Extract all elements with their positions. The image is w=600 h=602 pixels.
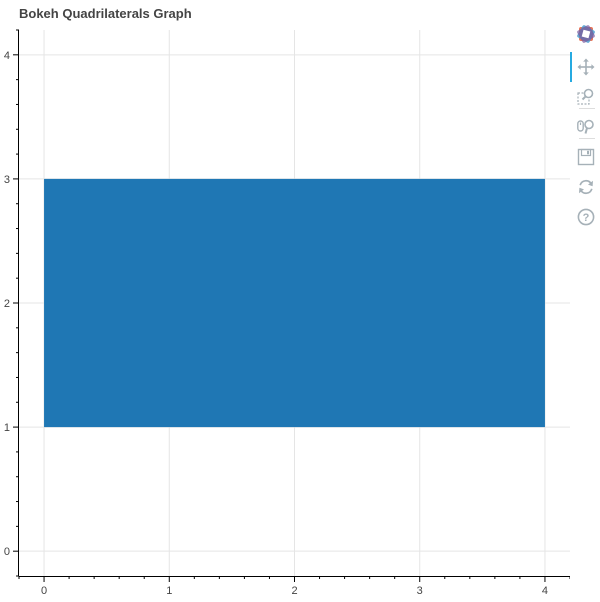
quad-glyphs	[44, 178, 545, 428]
y-tick-label: 4	[4, 50, 10, 62]
y-tick-label: 0	[4, 546, 10, 558]
active-tool-indicator	[570, 52, 572, 82]
wheel-zoom-icon	[577, 119, 594, 134]
toolbar-divider	[579, 138, 595, 139]
y-tick-label: 1	[4, 422, 10, 434]
plot-area[interactable]: 0 1 2 3 4 0 1 2 3 4	[0, 0, 570, 602]
x-tick-label: 1	[166, 585, 172, 597]
save-tool[interactable]	[576, 147, 596, 167]
quad	[44, 178, 545, 428]
bokeh-logo-icon[interactable]	[576, 24, 596, 44]
axes: 0 1 2 3 4 0 1 2 3 4	[4, 29, 570, 597]
pan-icon	[577, 58, 595, 76]
svg-text:?: ?	[583, 212, 590, 224]
chart-title: Bokeh Quadrilaterals Graph	[19, 6, 192, 21]
reset-tool[interactable]	[576, 177, 596, 197]
x-tick-label: 2	[291, 585, 297, 597]
box-zoom-tool[interactable]	[576, 87, 596, 107]
toolbar-divider	[579, 108, 595, 109]
help-icon: ?	[577, 208, 595, 226]
save-icon	[577, 148, 595, 166]
box-zoom-icon	[577, 88, 594, 105]
x-tick-label: 4	[542, 585, 548, 597]
wheel-zoom-tool[interactable]	[576, 117, 596, 137]
reset-icon	[579, 179, 593, 195]
x-tick-label: 3	[417, 585, 423, 597]
help-tool[interactable]: ?	[576, 207, 596, 227]
x-tick-label: 0	[41, 585, 47, 597]
y-tick-label: 3	[4, 174, 10, 186]
pan-tool[interactable]	[576, 57, 596, 77]
toolbar: ?	[570, 22, 600, 242]
y-tick-label: 2	[4, 298, 10, 310]
